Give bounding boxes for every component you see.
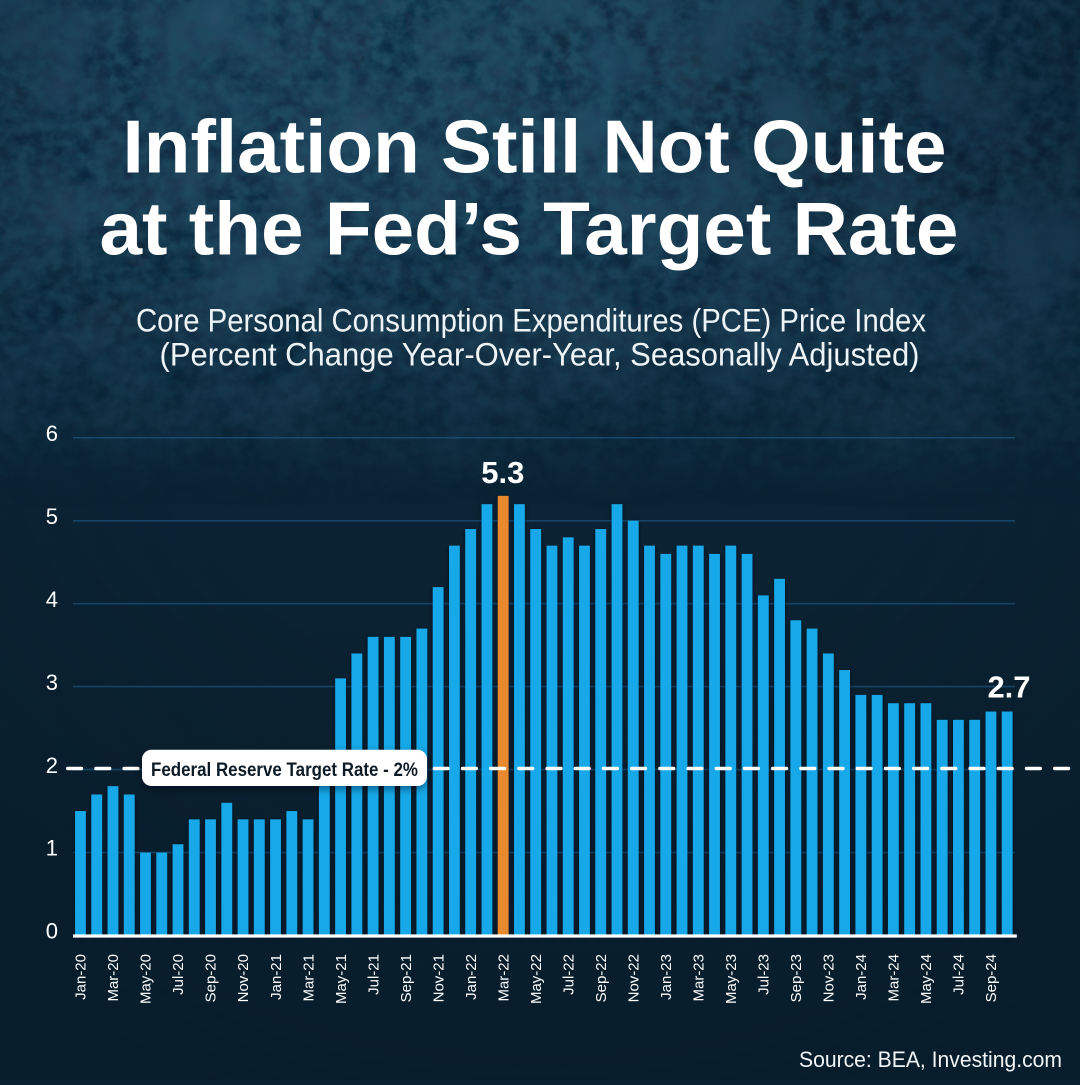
svg-text:Mar-23: Mar-23 <box>691 954 708 1002</box>
svg-text:5.3: 5.3 <box>481 455 524 490</box>
svg-text:Jul-24: Jul-24 <box>951 954 968 995</box>
svg-text:Nov-23: Nov-23 <box>821 954 838 1002</box>
svg-text:Jan-23: Jan-23 <box>658 954 675 1000</box>
svg-text:1: 1 <box>46 836 58 861</box>
svg-text:Nov-20: Nov-20 <box>235 954 252 1002</box>
svg-text:4: 4 <box>46 587 58 612</box>
svg-text:May-21: May-21 <box>333 954 350 1004</box>
svg-text:0: 0 <box>46 919 58 944</box>
svg-text:Mar-20: Mar-20 <box>105 954 122 1002</box>
svg-text:3: 3 <box>46 670 58 695</box>
svg-text:Jan-22: Jan-22 <box>463 954 480 1000</box>
svg-text:2: 2 <box>46 753 58 778</box>
svg-text:May-24: May-24 <box>918 954 935 1004</box>
svg-text:2.7: 2.7 <box>987 670 1030 705</box>
svg-text:May-23: May-23 <box>723 954 740 1004</box>
svg-text:Sep-20: Sep-20 <box>203 954 220 1002</box>
svg-text:Jul-22: Jul-22 <box>560 954 577 995</box>
svg-text:Jul-23: Jul-23 <box>756 954 773 995</box>
svg-text:Jan-20: Jan-20 <box>73 954 90 1000</box>
svg-text:Sep-24: Sep-24 <box>983 954 1000 1002</box>
svg-text:at the Fed’s Target Rate: at the Fed’s Target Rate <box>100 187 959 271</box>
svg-text:Sep-21: Sep-21 <box>398 954 415 1002</box>
svg-text:Mar-21: Mar-21 <box>300 954 317 1002</box>
svg-text:Nov-21: Nov-21 <box>430 954 447 1002</box>
svg-text:Jan-21: Jan-21 <box>268 954 285 1000</box>
svg-text:6: 6 <box>46 421 58 446</box>
svg-text:May-22: May-22 <box>528 954 545 1004</box>
svg-text:Sep-23: Sep-23 <box>788 954 805 1002</box>
svg-text:Source: BEA, Investing.com: Source: BEA, Investing.com <box>799 1047 1062 1072</box>
svg-text:Jul-21: Jul-21 <box>365 954 382 995</box>
svg-text:Jul-20: Jul-20 <box>170 954 187 995</box>
svg-text:Sep-22: Sep-22 <box>593 954 610 1002</box>
svg-text:Inflation Still Not Quite: Inflation Still Not Quite <box>123 104 947 188</box>
svg-text:Mar-24: Mar-24 <box>886 954 903 1002</box>
svg-text:5: 5 <box>46 504 58 529</box>
svg-text:Federal Reserve Target Rate -: Federal Reserve Target Rate - 2% <box>151 760 418 781</box>
svg-text:(Percent Change Year-Over-Year: (Percent Change Year-Over-Year, Seasonal… <box>160 336 920 372</box>
svg-text:Nov-22: Nov-22 <box>625 954 642 1002</box>
svg-text:Mar-22: Mar-22 <box>495 954 512 1002</box>
svg-text:May-20: May-20 <box>138 954 155 1004</box>
svg-text:Core Personal Consumption Expe: Core Personal Consumption Expenditures (… <box>136 302 926 338</box>
svg-text:Jan-24: Jan-24 <box>853 954 870 1000</box>
